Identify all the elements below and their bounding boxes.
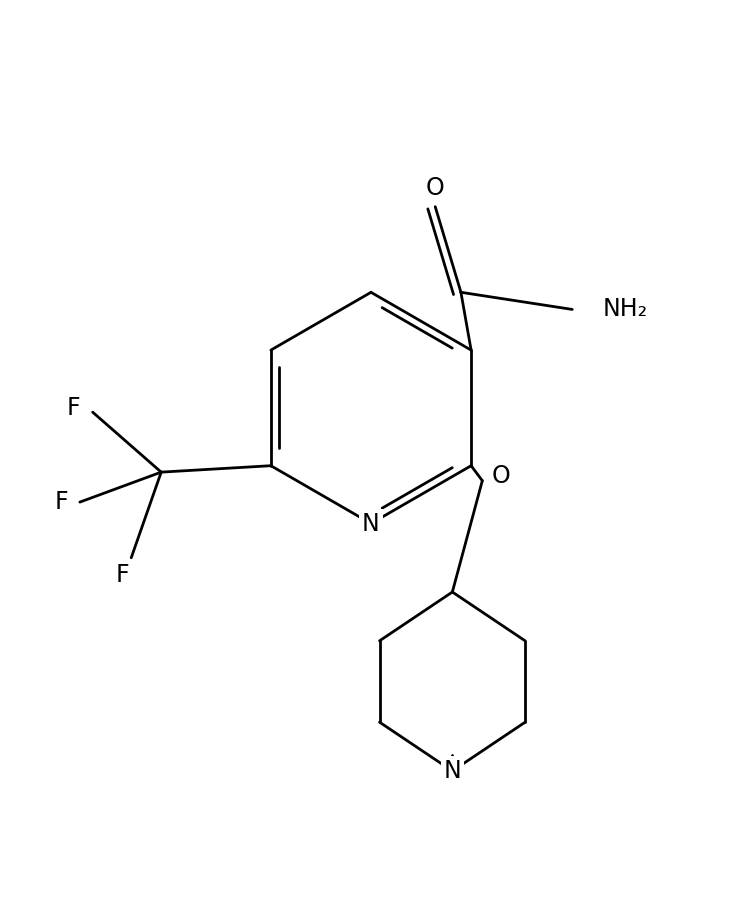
Text: N: N [444,759,462,783]
Text: NH₂: NH₂ [603,298,647,321]
Text: F: F [54,490,68,514]
Text: O: O [426,176,444,200]
Text: N: N [362,511,380,535]
Text: F: F [116,563,129,587]
Text: F: F [67,396,81,420]
Text: O: O [492,464,510,489]
